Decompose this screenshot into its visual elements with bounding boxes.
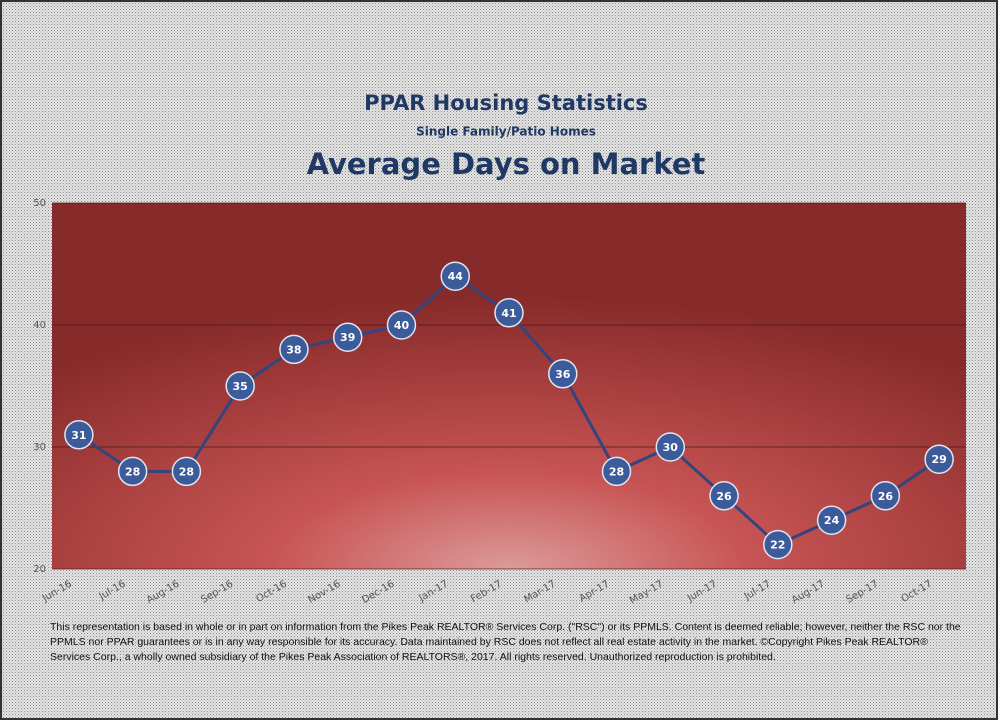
marker <box>279 334 309 365</box>
data-label: 28 <box>125 465 140 478</box>
title: PPAR Housing Statistics <box>364 91 648 115</box>
data-label: 22 <box>770 539 785 552</box>
marker <box>171 456 202 487</box>
data-label: 24 <box>824 514 840 527</box>
marker <box>870 481 901 511</box>
marker <box>440 261 470 291</box>
data-label: 38 <box>286 343 301 356</box>
data-label: 26 <box>878 490 894 503</box>
y-tick-label: 50 <box>33 198 46 209</box>
data-label: 36 <box>555 368 571 381</box>
footnote: This representation is based in whole or… <box>50 621 961 663</box>
data-label: 31 <box>71 429 86 442</box>
data-label: 40 <box>394 319 410 332</box>
y-tick-label: 40 <box>33 320 46 331</box>
data-label: 41 <box>501 307 516 320</box>
data-label: 35 <box>233 380 248 393</box>
subtitle: Single Family/Patio Homes <box>416 125 596 139</box>
data-label: 28 <box>179 465 194 478</box>
y-tick-label: 20 <box>33 564 46 575</box>
marker <box>117 456 148 487</box>
data-label: 39 <box>340 331 355 344</box>
marker <box>709 481 739 511</box>
data-label: 30 <box>663 441 679 454</box>
marker <box>655 432 686 462</box>
data-label: 28 <box>609 465 624 478</box>
marker <box>332 322 363 352</box>
marker <box>64 420 94 450</box>
marker <box>386 310 417 340</box>
marker <box>225 371 255 401</box>
data-label: 26 <box>716 490 732 503</box>
marker <box>924 444 954 474</box>
data-label: 29 <box>931 453 946 466</box>
plot-area <box>52 203 966 569</box>
data-label: 44 <box>448 270 464 283</box>
y-tick-label: 30 <box>33 442 46 453</box>
chart-title: Average Days on Market <box>307 147 706 181</box>
marker <box>494 298 524 328</box>
marker <box>816 505 847 535</box>
marker <box>763 529 793 560</box>
marker <box>601 456 632 487</box>
marker <box>548 359 578 389</box>
